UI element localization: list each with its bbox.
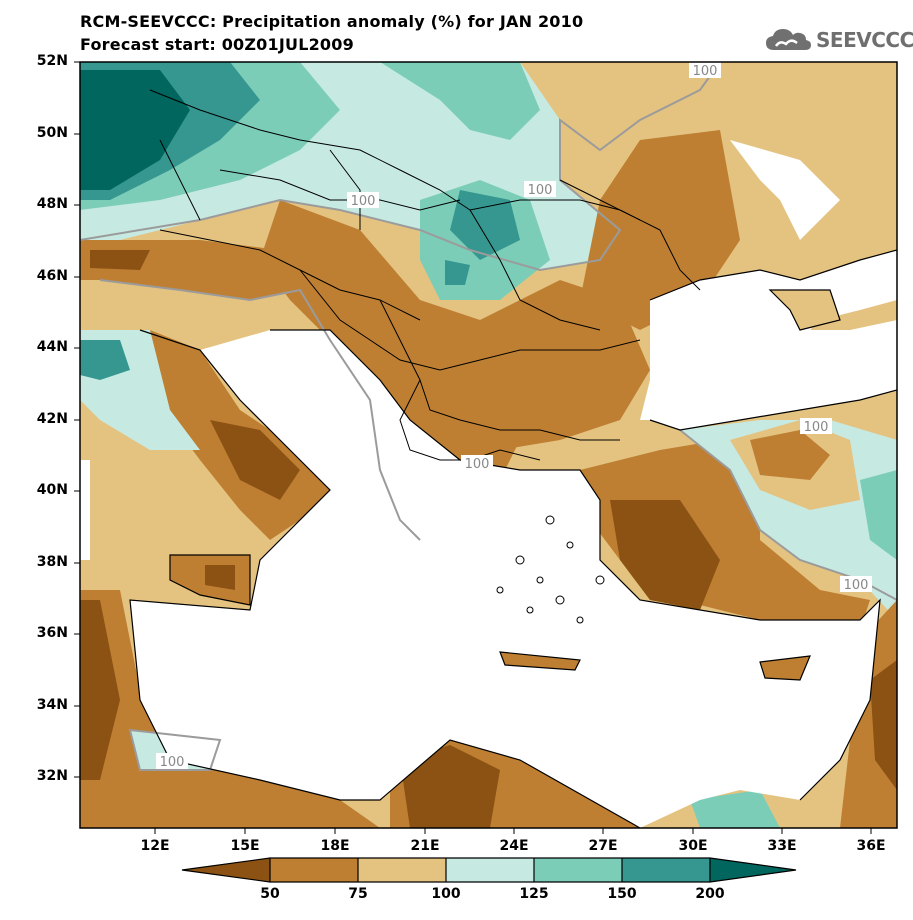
black-sea-body	[650, 300, 897, 430]
lat-label: 40N	[36, 482, 68, 498]
very-dry-levant	[870, 660, 897, 790]
colorbar	[181, 857, 797, 883]
sardinia-gap	[80, 460, 90, 560]
logo-text: SEEVCCC	[816, 28, 913, 52]
colorbar-label: 150	[607, 886, 637, 902]
lat-label: 38N	[36, 554, 68, 570]
contour-label-text: 100	[844, 578, 869, 593]
colorbar-segment-6	[710, 858, 796, 882]
wet-region-nw-3	[80, 70, 190, 190]
black-sea	[640, 250, 897, 420]
colorbar-label: 100	[431, 886, 461, 902]
wet-region-nile	[690, 790, 780, 828]
contour-label-text: 100	[160, 755, 185, 770]
contour-label: 100	[347, 192, 379, 209]
lat-label: 32N	[36, 768, 68, 784]
lon-label: 36E	[856, 838, 886, 854]
chart-subtitle: Forecast start: 00Z01JUL2009	[80, 35, 354, 54]
aegean-islands	[496, 515, 605, 624]
colorbar-segment-0	[182, 858, 270, 882]
contour-label-text: 100	[693, 64, 718, 79]
lon-label: 27E	[588, 838, 618, 854]
lon-label: 12E	[140, 838, 170, 854]
lat-label: 48N	[36, 196, 68, 212]
coastlines	[129, 249, 897, 828]
very-dry-turkey	[610, 500, 720, 610]
colorbar-segment-3	[446, 858, 534, 882]
contour-label: 100	[689, 62, 721, 79]
wet-region-hungary-core	[450, 190, 520, 260]
lon-label: 33E	[767, 838, 797, 854]
very-dry-tunisia	[80, 600, 120, 780]
contour-label-text: 100	[528, 183, 553, 198]
cyprus-land	[760, 656, 810, 680]
chart-title: RCM-SEEVCCC: Precipitation anomaly (%) f…	[80, 12, 584, 31]
lon-label: 24E	[499, 838, 529, 854]
colorbar-label: 200	[695, 886, 725, 902]
seevccc-logo: SEEVCCC	[764, 24, 913, 56]
lon-label: 30E	[678, 838, 708, 854]
contour-label-text: 100	[804, 420, 829, 435]
dry-region-turkey	[580, 440, 870, 630]
dnieper-reservoir	[730, 140, 840, 240]
lat-label: 44N	[36, 339, 68, 355]
contour-label: 100	[840, 576, 872, 593]
lat-label: 34N	[36, 697, 68, 713]
mediterranean-sea	[130, 330, 880, 828]
colorbar-segment-1	[270, 858, 358, 882]
colorbar-segment-2	[358, 858, 446, 882]
very-dry-cyrenaica	[400, 745, 500, 828]
contour-label: 100	[156, 753, 188, 770]
map-area	[80, 62, 897, 828]
wet-region-hungary-small	[445, 260, 470, 285]
dry-region-levant	[840, 600, 897, 828]
contour-label: 100	[524, 181, 556, 198]
colorbar-label: 125	[519, 886, 549, 902]
lon-label: 18E	[320, 838, 350, 854]
lat-label: 52N	[36, 53, 68, 69]
lat-label: 42N	[36, 411, 68, 427]
contour-label-text: 100	[465, 457, 490, 472]
wet-region-poland	[380, 62, 540, 140]
colorbar-label: 75	[348, 886, 368, 902]
lon-label: 15E	[230, 838, 260, 854]
lat-label: 46N	[36, 268, 68, 284]
contour-labels: 100 100 100 100 100 100 100	[156, 62, 872, 770]
contour-label-text: 100	[351, 194, 376, 209]
lat-label: 50N	[36, 125, 68, 141]
sicily-core	[205, 565, 235, 590]
lat-label: 36N	[36, 625, 68, 641]
cloud-icon	[766, 29, 811, 50]
very-dry-italy	[210, 420, 300, 500]
dry-core-e-turkey	[750, 430, 830, 480]
wet-region-ligurian	[80, 340, 130, 380]
colorbar-label: 50	[260, 886, 280, 902]
crimea	[770, 290, 840, 330]
colorbar-segment-4	[534, 858, 622, 882]
axis-ticks	[74, 61, 872, 834]
dry-region-ne	[590, 62, 897, 150]
lon-label: 21E	[410, 838, 440, 854]
contour-label: 100	[461, 455, 493, 472]
contour-label: 100	[800, 418, 832, 435]
dry-region-balkans	[260, 200, 650, 540]
colorbar-segment-5	[622, 858, 710, 882]
map-frame	[79, 61, 898, 829]
very-dry-alps	[90, 250, 150, 270]
wet-region-far-east	[860, 470, 897, 560]
